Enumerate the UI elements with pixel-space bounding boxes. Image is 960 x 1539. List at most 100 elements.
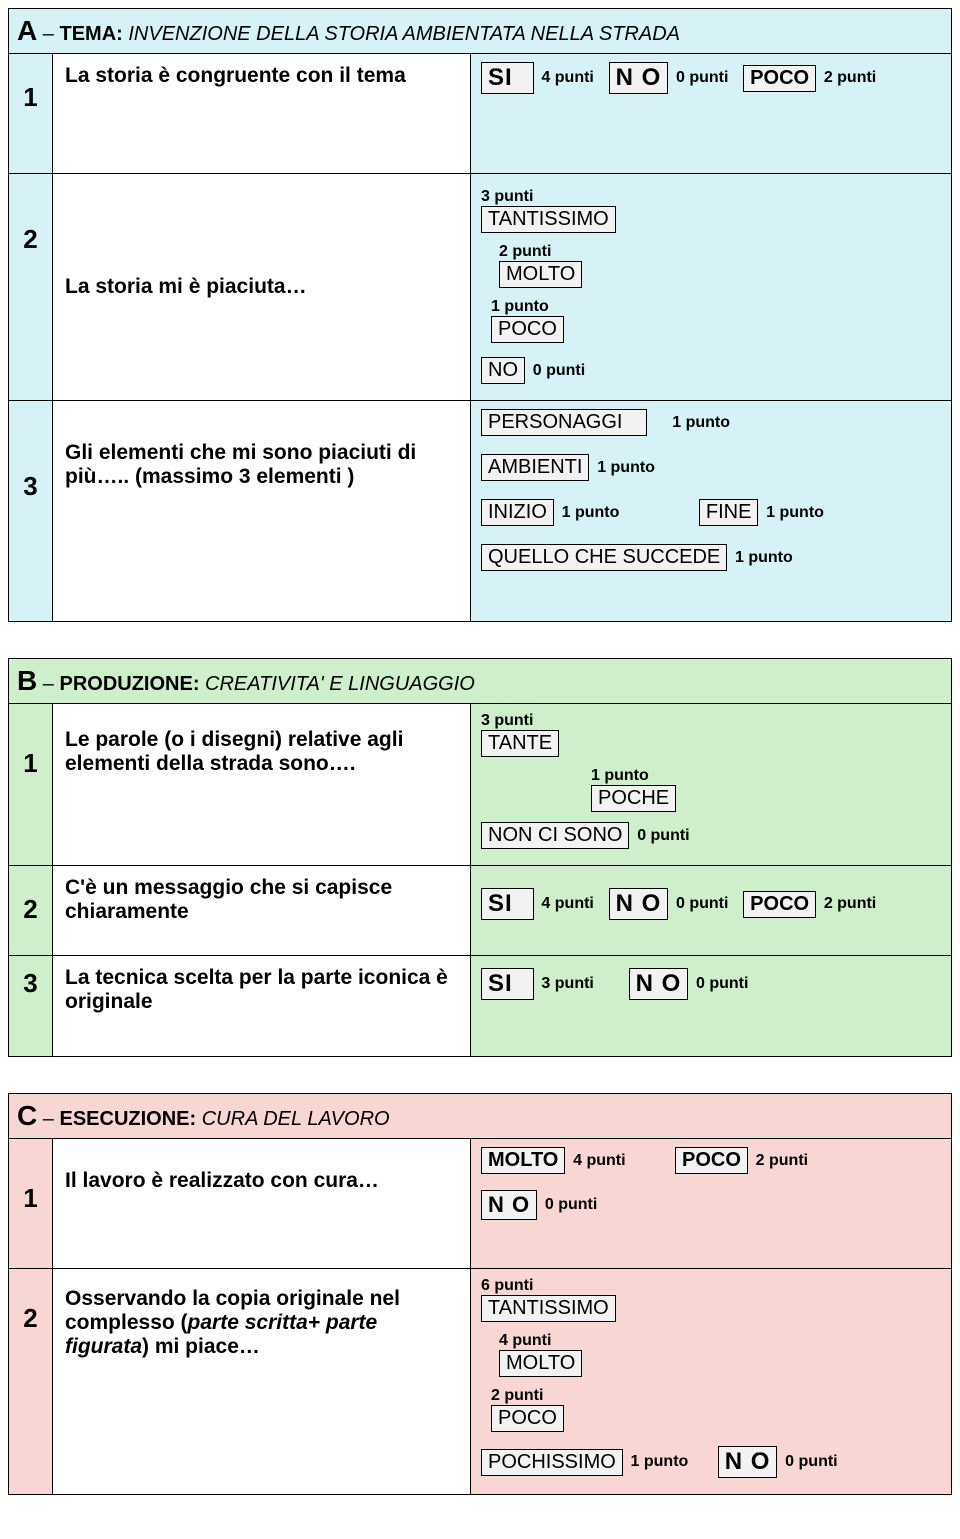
option-si[interactable]: SI	[481, 968, 534, 1000]
option-personaggi[interactable]: PERSONAGGI	[481, 409, 647, 436]
points-label: 1 punto	[766, 504, 824, 522]
row-number: 1	[9, 1139, 53, 1268]
points-label: 3 punti	[481, 188, 533, 206]
option-no[interactable]: N O	[609, 62, 669, 94]
options-area: SI 3 punti N O 0 punti	[471, 956, 951, 1056]
option-no[interactable]: N O	[718, 1446, 778, 1478]
section-c-letter: C	[17, 1100, 37, 1131]
section-b-title: PRODUZIONE:	[59, 673, 205, 695]
option-pochissimo[interactable]: POCHISSIMO	[481, 1449, 623, 1476]
question-text: La tecnica scelta per la parte iconica è…	[53, 956, 471, 1056]
section-c: C – ESECUZIONE: CURA DEL LAVORO 1 Il lav…	[8, 1093, 952, 1495]
points-label: 3 punti	[541, 975, 593, 993]
row-number: 3	[9, 956, 53, 1056]
points-label: 0 punti	[545, 1196, 597, 1214]
points-label: 0 punti	[785, 1453, 837, 1471]
option-poco[interactable]: POCO	[743, 65, 816, 92]
a-row-2: 2 La storia mi è piaciuta… 3 punti TANTI…	[9, 174, 951, 401]
points-label: 1 punto	[491, 298, 549, 316]
option-no[interactable]: NO	[481, 357, 525, 384]
a-row-1: 1 La storia è congruente con il tema SI …	[9, 54, 951, 174]
option-tantissimo[interactable]: TANTISSIMO	[481, 206, 616, 233]
section-a-letter: A	[17, 15, 37, 46]
option-poche[interactable]: POCHE	[591, 785, 676, 812]
options-area: 3 punti TANTE 1 punto POCHE NON CI SONO …	[471, 704, 951, 865]
options-area: PERSONAGGI 1 punto AMBIENTI 1 punto INIZ…	[471, 401, 951, 621]
section-a-header: A – TEMA: INVENZIONE DELLA STORIA AMBIEN…	[9, 9, 951, 54]
points-label: 0 punti	[637, 827, 689, 845]
c-row-1: 1 Il lavoro è realizzato con cura… MOLTO…	[9, 1139, 951, 1269]
option-poco[interactable]: POCO	[491, 316, 564, 343]
options-area: SI 4 punti N O 0 punti POCO 2 punti	[471, 54, 951, 173]
section-a: A – TEMA: INVENZIONE DELLA STORIA AMBIEN…	[8, 8, 952, 622]
section-b-letter: B	[17, 665, 37, 696]
option-no[interactable]: N O	[481, 1190, 537, 1220]
row-number: 1	[9, 704, 53, 865]
option-si[interactable]: SI	[481, 888, 534, 920]
section-b-header: B – PRODUZIONE: CREATIVITA' E LINGUAGGIO	[9, 659, 951, 704]
points-label: 1 punto	[562, 504, 620, 522]
option-no[interactable]: N O	[629, 968, 689, 1000]
question-text: Gli elementi che mi sono piaciuti di più…	[53, 401, 471, 621]
option-no[interactable]: N O	[609, 888, 669, 920]
options-area: MOLTO 4 punti POCO 2 punti N O 0 punti	[471, 1139, 951, 1268]
points-label: 3 punti	[481, 712, 533, 730]
option-poco[interactable]: POCO	[743, 891, 816, 918]
option-poco[interactable]: POCO	[491, 1405, 564, 1432]
option-molto[interactable]: MOLTO	[499, 1350, 582, 1377]
points-label: 0 punti	[676, 69, 728, 87]
points-label: 0 punti	[676, 895, 728, 913]
option-ambienti[interactable]: AMBIENTI	[481, 454, 589, 481]
b-row-2: 2 C'è un messaggio che si capisce chiara…	[9, 866, 951, 956]
a-row-3: 3 Gli elementi che mi sono piaciuti di p…	[9, 401, 951, 621]
option-molto[interactable]: MOLTO	[499, 261, 582, 288]
points-label: 2 punti	[499, 243, 551, 261]
question-text: La storia mi è piaciuta…	[53, 174, 471, 400]
section-c-subtitle: CURA DEL LAVORO	[202, 1108, 390, 1130]
points-label: 0 punti	[533, 362, 585, 380]
row-number: 3	[9, 401, 53, 621]
points-label: 4 punti	[541, 895, 593, 913]
section-b: B – PRODUZIONE: CREATIVITA' E LINGUAGGIO…	[8, 658, 952, 1057]
c-row-2: 2 Osservando la copia originale nel comp…	[9, 1269, 951, 1494]
option-si[interactable]: SI	[481, 62, 534, 94]
points-label: 4 punti	[499, 1332, 551, 1350]
question-text: La storia è congruente con il tema	[53, 54, 471, 173]
row-number: 2	[9, 1269, 53, 1494]
option-tante[interactable]: TANTE	[481, 730, 559, 757]
points-label: 4 punti	[573, 1152, 625, 1170]
option-fine[interactable]: FINE	[699, 499, 759, 526]
points-label: 4 punti	[541, 69, 593, 87]
points-label: 1 punto	[672, 414, 730, 432]
option-quello-che-succede[interactable]: QUELLO CHE SUCCEDE	[481, 544, 727, 571]
points-label: 1 punto	[591, 767, 649, 785]
question-text: C'è un messaggio che si capisce chiarame…	[53, 866, 471, 955]
question-text: Osservando la copia originale nel comple…	[53, 1269, 471, 1494]
b-row-1: 1 Le parole (o i disegni) relative agli …	[9, 704, 951, 866]
row-number: 2	[9, 866, 53, 955]
option-non-ci-sono[interactable]: NON CI SONO	[481, 822, 629, 849]
points-label: 2 punti	[824, 895, 876, 913]
option-inizio[interactable]: INIZIO	[481, 499, 554, 526]
points-label: 6 punti	[481, 1277, 533, 1295]
section-c-title: ESECUZIONE:	[59, 1108, 201, 1130]
option-molto[interactable]: MOLTO	[481, 1147, 565, 1174]
question-text: Le parole (o i disegni) relative agli el…	[53, 704, 471, 865]
options-area: 6 punti TANTISSIMO 4 punti MOLTO 2 punti…	[471, 1269, 951, 1494]
option-poco[interactable]: POCO	[675, 1147, 748, 1174]
section-a-subtitle: INVENZIONE DELLA STORIA AMBIENTATA NELLA…	[128, 23, 680, 45]
row-number: 1	[9, 54, 53, 173]
question-suffix: ) mi piace…	[142, 1335, 260, 1358]
b-row-3: 3 La tecnica scelta per la parte iconica…	[9, 956, 951, 1056]
question-text: Il lavoro è realizzato con cura…	[53, 1139, 471, 1268]
option-tantissimo[interactable]: TANTISSIMO	[481, 1295, 616, 1322]
row-number: 2	[9, 174, 53, 400]
points-label: 1 punto	[631, 1453, 689, 1471]
points-label: 2 punti	[756, 1152, 808, 1170]
points-label: 1 punto	[597, 459, 655, 477]
points-label: 2 punti	[824, 69, 876, 87]
points-label: 2 punti	[491, 1387, 543, 1405]
section-c-header: C – ESECUZIONE: CURA DEL LAVORO	[9, 1094, 951, 1139]
points-label: 1 punto	[735, 549, 793, 567]
points-label: 0 punti	[696, 975, 748, 993]
